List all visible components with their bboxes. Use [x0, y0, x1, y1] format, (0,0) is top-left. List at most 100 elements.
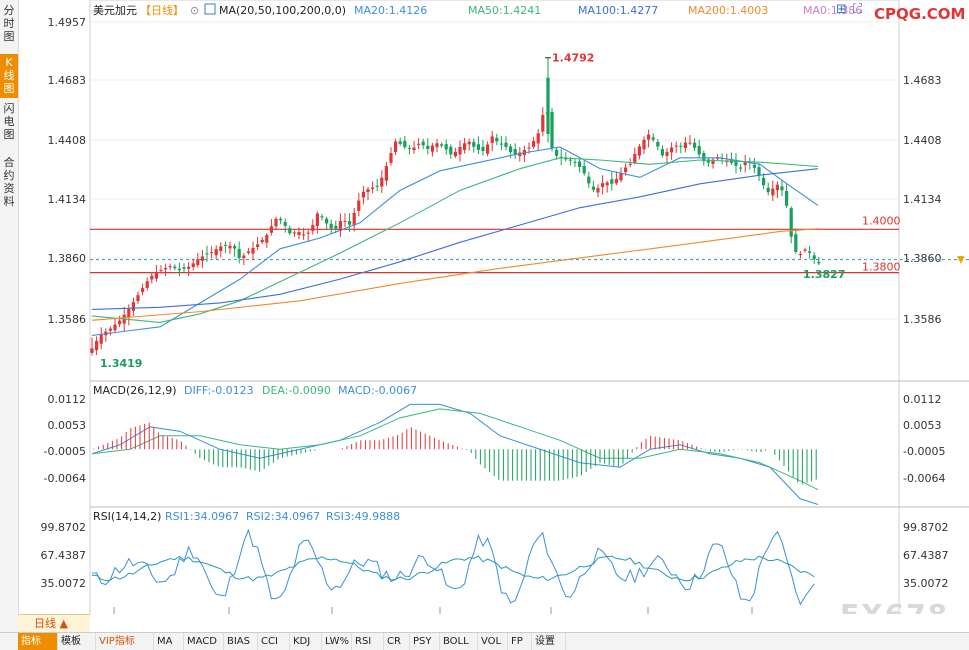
candle — [559, 148, 563, 166]
macd-panel: MACD(26,12,9) DIFF:-0.0123 DEA:-0.0090 MACD… — [44, 384, 945, 505]
candle — [302, 227, 306, 240]
candle — [794, 228, 798, 254]
bottom-tab-13[interactable]: VOL — [478, 633, 508, 650]
bottom-tab-11[interactable]: PSY — [410, 633, 440, 650]
date-label: 2024/10 — [118, 613, 168, 614]
candle — [762, 173, 766, 190]
rsi-tick-right: 67.4387 — [903, 549, 949, 562]
candle — [591, 180, 595, 193]
candle — [269, 219, 273, 236]
candle — [817, 256, 821, 266]
candle — [334, 220, 338, 234]
tab-lightning[interactable]: 闪电图 — [3, 102, 15, 141]
price-tick-label-left: 1.4408 — [48, 134, 87, 147]
candle-body — [679, 145, 683, 147]
candle — [159, 265, 163, 274]
bottom-tab-15[interactable]: 设置 — [532, 633, 566, 650]
candle — [605, 180, 609, 193]
candle-body — [660, 149, 664, 156]
kline-chart[interactable]: 1.4957 1.4683 1.4683 1.4408 1.4408 1.4134 1.41… — [18, 0, 969, 614]
candle — [361, 185, 365, 205]
candle-body — [177, 268, 181, 271]
macd-diff: DIFF:-0.0123 — [184, 384, 254, 397]
low-label: 1.3419 — [100, 357, 142, 370]
candle-body — [798, 254, 802, 256]
macd-dea-line — [91, 408, 819, 491]
bottom-tab-5[interactable]: BIAS — [224, 633, 258, 650]
candle-body — [352, 212, 356, 226]
tab-timeshare[interactable]: 分时图 — [3, 4, 15, 43]
left-tab-bar: 分时图 K线图 闪电图 合约资料 — [0, 0, 19, 649]
period-selector[interactable]: 日线 ▲ — [18, 614, 90, 632]
grid-icon[interactable]: ⊞ — [836, 2, 847, 17]
candle-body — [269, 226, 273, 233]
bottom-tab-3[interactable]: MA — [154, 633, 184, 650]
candle — [476, 136, 480, 155]
candle — [582, 161, 586, 176]
candle-body — [251, 247, 255, 254]
candle-body — [610, 179, 614, 184]
candle — [394, 138, 398, 156]
bottom-tab-10[interactable]: CR — [384, 633, 410, 650]
candle — [444, 139, 448, 155]
candle — [706, 157, 710, 167]
bottom-tab-7[interactable]: KDJ — [290, 633, 322, 650]
candle — [729, 152, 733, 166]
bottom-tab-2[interactable]: VIP指标 — [96, 633, 154, 650]
candle-body — [384, 166, 388, 181]
candle — [380, 170, 384, 193]
candle — [757, 163, 761, 181]
date-label: 2025/03 — [652, 613, 702, 614]
level-label-1-4000: 1.4000 — [862, 214, 901, 227]
bottom-tab-4[interactable]: MACD — [184, 633, 224, 650]
period-tag: 【日线】 — [140, 3, 184, 17]
candle — [242, 252, 246, 265]
candle-body — [417, 143, 421, 145]
candle-body — [702, 153, 706, 162]
candle — [210, 246, 214, 259]
candle — [228, 241, 232, 254]
expand-icon[interactable]: ⛶ — [853, 2, 863, 17]
candle-body — [375, 185, 379, 187]
candle — [665, 148, 669, 163]
candle-body — [187, 266, 191, 269]
candle — [136, 291, 140, 304]
candle — [177, 262, 181, 277]
candle-body — [108, 328, 112, 331]
candles-group — [90, 57, 821, 356]
candle-body — [99, 334, 103, 344]
candle-body — [624, 167, 628, 173]
price-tick-label-right: 1.4408 — [903, 134, 942, 147]
bottom-tab-14[interactable]: FP — [508, 633, 532, 650]
bottom-tab-1[interactable]: 模板 — [58, 633, 96, 650]
candle — [467, 138, 471, 151]
candle — [775, 181, 779, 199]
spike-candle-body — [546, 77, 550, 134]
candle — [743, 154, 747, 173]
candle — [265, 233, 269, 248]
tab-contract-info[interactable]: 合约资料 — [3, 156, 15, 208]
date-label: 2025/04 — [756, 613, 806, 614]
macd-tick-right: 0.0053 — [903, 419, 942, 432]
candle-body — [555, 149, 559, 156]
bottom-tab-8[interactable]: LW% — [322, 633, 352, 650]
candle-body — [394, 141, 398, 152]
bottom-tab-12[interactable]: BOLL — [440, 633, 478, 650]
candle — [311, 219, 315, 235]
tab-kline[interactable]: K线图 — [0, 54, 18, 98]
candle-body — [242, 255, 246, 259]
candle-body — [302, 234, 306, 236]
candle — [320, 214, 324, 221]
bottom-tab-6[interactable]: CCI — [258, 633, 290, 650]
candle — [200, 249, 204, 269]
bottom-tab-0[interactable]: 指标 — [18, 633, 58, 650]
macd-tick-left: -0.0064 — [44, 472, 86, 485]
candle — [283, 218, 287, 233]
candle-body — [743, 161, 747, 166]
candle — [343, 213, 347, 228]
bottom-tab-9[interactable]: RSI — [352, 633, 384, 650]
candle — [573, 158, 577, 168]
bottom-indicator-bar: 指标 模板 VIP指标 MA MACD BIAS CCI KDJ LW% RSI CR PSY BOLL… — [0, 632, 969, 650]
rsi-tick-left: 35.0072 — [41, 577, 87, 590]
candle-body — [762, 177, 766, 186]
